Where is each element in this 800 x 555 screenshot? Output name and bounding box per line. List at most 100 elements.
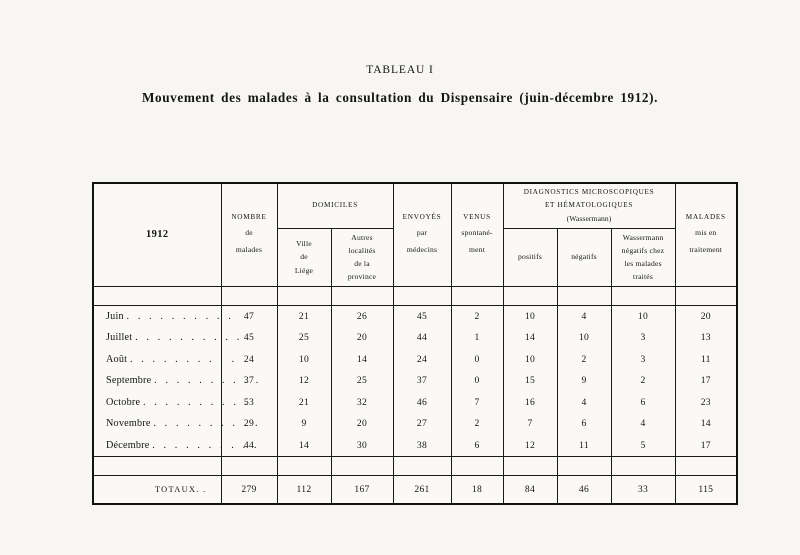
header-envoyes: ENVOYÉS par médecins	[392, 182, 452, 287]
month-name: Juillet	[106, 332, 133, 344]
table-spacer-row	[93, 285, 738, 306]
cell-negatifs: 6	[556, 413, 612, 435]
statistics-table: 1912 NOMBRE de malades DOMICILES ENVOYÉS…	[92, 182, 739, 506]
table-body: Juin . . . . . . . . . . 47 21 26 45 2 10 4 10 20…	[93, 285, 738, 505]
table-row: Juillet . . . . . . . . . . 45 25 20 44 1 14 10…	[93, 327, 738, 349]
header-envoyes-line1: ENVOYÉS	[402, 213, 442, 222]
cell-wassermann-negatifs: 10	[610, 305, 676, 328]
row-month-label: Juillet . . . . . . . . . .	[93, 327, 239, 349]
header-autres-localites-line1: Autres	[351, 232, 373, 242]
table-spacer-cell	[276, 285, 332, 306]
cell-envoyes: 46	[392, 391, 452, 414]
table-row: Décembre . . . . . . . . . . 44 14 30 38 6 12 1…	[93, 434, 738, 457]
header-positifs: positifs	[502, 227, 558, 287]
cell-ville-liege: 21	[276, 391, 332, 414]
leader-dots: . . . . . . . . . .	[142, 396, 251, 408]
table-header: 1912 NOMBRE de malades DOMICILES ENVOYÉS…	[92, 182, 738, 287]
header-autres-localites-line4: province	[347, 272, 377, 282]
month-name: Décembre	[106, 439, 150, 451]
cell-envoyes: 45	[392, 305, 452, 328]
header-wassermann-negatifs-line1: Wassermann	[622, 232, 664, 242]
table-spacer-cell	[93, 456, 222, 477]
cell-autres-localites: 26	[330, 305, 394, 328]
row-month-label: Décembre . . . . . . . . . .	[93, 434, 256, 457]
statistics-table-container: 1912 NOMBRE de malades DOMICILES ENVOYÉS…	[92, 182, 739, 506]
leader-dots: . . . . . . . . . .	[126, 310, 234, 322]
cell-wassermann-negatifs: 2	[610, 370, 676, 392]
table-spacer-cell	[220, 285, 278, 306]
header-wassermann-negatifs-line3: les malades	[624, 259, 662, 269]
leader-dots: . . . . . . . . . .	[153, 418, 261, 430]
totals-ville-liege: 112	[276, 475, 332, 505]
cell-envoyes: 24	[392, 348, 452, 371]
cell-negatifs: 2	[556, 348, 612, 371]
cell-negatifs: 4	[556, 391, 612, 414]
cell-wassermann-negatifs: 3	[610, 327, 676, 349]
cell-wassermann-negatifs: 4	[610, 413, 676, 435]
header-wassermann-negatifs: Wassermann négatifs chez les malades tra…	[610, 227, 676, 287]
cell-malades-traitement: 23	[674, 391, 738, 414]
cell-negatifs: 11	[556, 434, 612, 457]
cell-ville-liege: 21	[276, 305, 332, 328]
header-autres-localites: Autres localités de la province	[330, 227, 394, 287]
table-spacer-cell	[502, 285, 558, 306]
cell-ville-liege: 12	[276, 370, 332, 392]
table-row: Août . . . . . . . . . . 24 10 14 24 0 10 2 3 11	[93, 348, 738, 371]
header-envoyes-line2: par	[416, 227, 428, 237]
cell-autres-localites: 20	[330, 327, 394, 349]
cell-malades-traitement: 14	[674, 413, 738, 435]
cell-venus: 0	[450, 370, 504, 392]
cell-negatifs: 9	[556, 370, 612, 392]
table-row: Juin . . . . . . . . . . 47 21 26 45 2 10 4 10 20	[93, 305, 738, 328]
header-subgroup-row: Ville de Liége Autres localités de la pr…	[93, 227, 737, 287]
header-domiciles-group: DOMICILES	[276, 182, 394, 229]
cell-positifs: 12	[502, 434, 558, 457]
header-nombre-malades-line1: NOMBRE	[231, 213, 267, 222]
table-spacer-cell	[610, 285, 676, 306]
table-row: Novembre . . . . . . . . . . 29 9 20 27 2 7 6 4 1…	[93, 413, 738, 435]
header-year: 1912	[92, 182, 222, 287]
cell-envoyes: 38	[392, 434, 452, 457]
cell-envoyes: 27	[392, 413, 452, 435]
cell-envoyes: 37	[392, 370, 452, 392]
cell-malades-traitement: 17	[674, 434, 738, 457]
table-spacer-cell	[450, 285, 504, 306]
header-nombre-malades-line2: de	[245, 227, 253, 237]
header-diagnostics-group: DIAGNOSTICS MICROSCOPIQUES ET HÉMATOLOGI…	[502, 182, 676, 229]
month-name: Juin	[106, 310, 124, 322]
cell-ville-liege: 9	[276, 413, 332, 435]
header-wassermann-negatifs-line2: négatifs chez	[621, 245, 665, 255]
document-page: TABLEAU I Mouvement des malades à la con…	[0, 64, 800, 555]
table-spacer-cell	[392, 456, 452, 477]
totals-positifs: 84	[502, 475, 558, 505]
totals-autres-localites: 167	[330, 475, 394, 505]
header-ville-liege-line3: Liége	[294, 265, 314, 275]
cell-positifs: 10	[502, 348, 558, 371]
header-malades-traitement-line3: traitement	[689, 245, 723, 255]
cell-autres-localites: 30	[330, 434, 394, 457]
header-venus: VENUS spontané- ment	[450, 182, 504, 287]
header-venus-line2: spontané-	[461, 227, 493, 237]
totals-malades-traitement: 115	[674, 475, 738, 505]
cell-venus: 2	[450, 413, 504, 435]
cell-autres-localites: 32	[330, 391, 394, 414]
cell-wassermann-negatifs: 3	[610, 348, 676, 371]
cell-envoyes: 44	[392, 327, 452, 349]
table-spacer-cell	[276, 456, 332, 477]
header-diagnostics-line1: DIAGNOSTICS MICROSCOPIQUES	[523, 188, 655, 196]
month-name: Octobre	[106, 396, 141, 408]
header-autres-localites-line2: localités	[348, 245, 376, 255]
cell-wassermann-negatifs: 5	[610, 434, 676, 457]
leader-dots: . . . . . . . . . .	[129, 353, 238, 365]
table-spacer-cell	[556, 456, 612, 477]
header-autres-localites-line3: de la	[354, 259, 370, 269]
cell-venus: 7	[450, 391, 504, 414]
table-row: Octobre . . . . . . . . . . 53 21 32 46 7 16 4 6…	[93, 391, 738, 414]
cell-malades-traitement: 13	[674, 327, 738, 349]
header-ville-liege: Ville de Liége	[276, 227, 332, 287]
row-month-label: Juin . . . . . . . . . .	[93, 305, 231, 328]
table-spacer-cell	[502, 456, 558, 477]
cell-positifs: 15	[502, 370, 558, 392]
table-spacer-cell	[610, 456, 676, 477]
cell-venus: 0	[450, 348, 504, 371]
